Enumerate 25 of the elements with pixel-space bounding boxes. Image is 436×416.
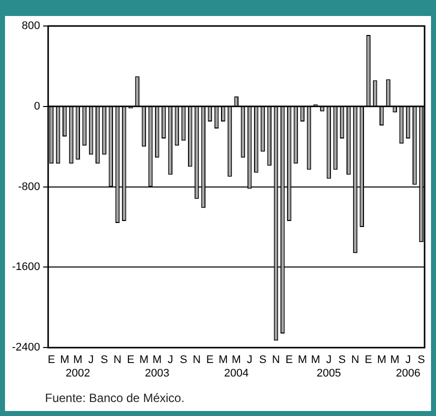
x-tick-label: S xyxy=(180,354,188,366)
x-tick-label: N xyxy=(114,354,122,366)
x-tick-label: E xyxy=(127,354,134,366)
source-note: Fuente: Banco de México. xyxy=(45,391,184,405)
x-tick-label: N xyxy=(192,354,201,366)
x-tick-label: J xyxy=(88,354,94,366)
x-tick-label: E xyxy=(286,354,293,366)
y-tick-label: -800 xyxy=(18,180,40,193)
x-tick-label: N xyxy=(351,354,360,366)
x-tick-label: M xyxy=(377,354,386,366)
y-tick-label: 800 xyxy=(22,20,40,32)
x-tick-label: S xyxy=(100,354,108,366)
x-tick-label: N xyxy=(272,354,280,366)
x-tick-label: S xyxy=(418,354,425,366)
x-tick-label: J xyxy=(246,354,252,366)
x-tick-label: S xyxy=(259,354,266,366)
y-tick-label: -2400 xyxy=(12,342,40,354)
x-tick-label: E xyxy=(48,354,56,366)
y-tick-label: 0 xyxy=(34,100,40,112)
x-tick-label: E xyxy=(206,354,214,366)
x-tick-label: S xyxy=(338,354,346,366)
x-tick-label: E xyxy=(364,354,372,366)
x-tick-label: J xyxy=(168,354,174,366)
x-tick-label: M xyxy=(298,354,307,366)
y-tick-label: -1600 xyxy=(12,261,40,274)
